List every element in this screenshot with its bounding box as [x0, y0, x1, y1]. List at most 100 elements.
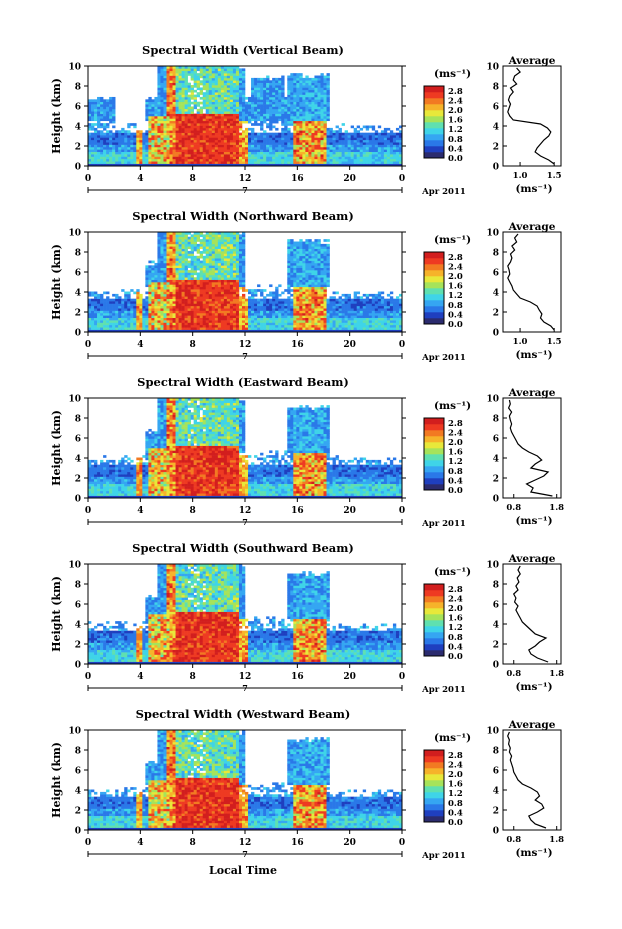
heatmap-cell — [166, 296, 170, 299]
heatmap-cell — [145, 310, 149, 314]
heatmap-cell — [211, 312, 216, 316]
heatmap-cell — [389, 161, 394, 164]
heatmap-cell — [130, 312, 134, 316]
heatmap-cell — [187, 68, 191, 72]
heatmap-cell — [287, 89, 291, 93]
heatmap-cell — [217, 255, 222, 259]
heatmap-cell — [205, 135, 210, 138]
heatmap-cell — [220, 243, 225, 247]
heatmap-cell — [305, 125, 309, 129]
heatmap-cell — [353, 161, 358, 164]
heatmap-cell — [109, 137, 113, 141]
heatmap-cell — [169, 99, 173, 103]
heatmap-cell — [145, 130, 149, 133]
heatmap-cell — [214, 158, 219, 162]
heatmap-cell — [287, 111, 291, 114]
heatmap-cell — [196, 161, 201, 164]
heatmap-cell — [184, 301, 188, 304]
heatmap-cell — [154, 130, 158, 133]
heatmap-cell — [184, 104, 188, 107]
heatmap-cell — [169, 89, 173, 93]
heatmap-cell — [281, 127, 285, 131]
heatmap-cell — [148, 303, 152, 307]
heatmap-cell — [205, 329, 210, 333]
heatmap-cell — [214, 291, 219, 295]
heatmap-cell — [217, 149, 222, 153]
heatmap-cell — [311, 113, 315, 117]
heatmap-cell — [278, 298, 282, 302]
heatmap-cell — [211, 255, 216, 259]
heatmap-cell — [172, 284, 176, 288]
heatmap-cell — [254, 111, 258, 114]
heatmap-cell — [320, 108, 324, 112]
heatmap-cell — [166, 158, 170, 162]
heatmap-cell — [205, 144, 210, 148]
heatmap-cell — [362, 151, 367, 155]
heatmap-cell — [214, 234, 219, 238]
colorbar-swatch — [424, 116, 444, 123]
heatmap-cell — [214, 241, 219, 245]
heatmap-cell — [157, 279, 161, 283]
heatmap-cell — [290, 96, 294, 100]
heatmap-cell — [214, 92, 219, 95]
heatmap-cell — [208, 324, 213, 328]
heatmap-cell — [151, 270, 155, 273]
average-profile-line — [507, 67, 555, 165]
heatmap-cell — [281, 298, 285, 302]
heatmap-cell — [88, 312, 92, 316]
heatmap-cell — [202, 291, 207, 295]
heatmap-cell — [178, 123, 182, 126]
heatmap-cell — [302, 139, 306, 143]
heatmap-cell — [332, 161, 336, 164]
heatmap-cell — [248, 106, 252, 110]
heatmap-cell — [232, 286, 237, 290]
heatmap-cell — [211, 104, 216, 107]
heatmap-cell — [163, 130, 167, 133]
heatmap-cell — [269, 161, 273, 164]
heatmap-cell — [326, 132, 330, 136]
heatmap-cell — [232, 118, 237, 122]
heatmap-cell — [181, 258, 185, 261]
heatmap-cell — [241, 137, 246, 141]
heatmap-cell — [263, 104, 267, 107]
heatmap-cell — [398, 142, 403, 145]
heatmap-cell — [260, 327, 264, 330]
heatmap-cell — [127, 310, 131, 314]
heatmap-cell — [163, 116, 167, 119]
heatmap-cell — [124, 156, 128, 160]
heatmap-cell — [377, 149, 382, 153]
heatmap-cell — [278, 132, 282, 136]
heatmap-cell — [154, 282, 158, 285]
heatmap-cell — [136, 146, 140, 150]
heatmap-cell — [208, 94, 213, 98]
heatmap-cell — [290, 163, 294, 167]
heatmap-cell — [187, 253, 191, 257]
heatmap-cell — [154, 132, 158, 136]
heatmap-cell — [368, 158, 373, 162]
heatmap-cell — [299, 120, 303, 124]
heatmap-cell — [217, 286, 222, 290]
heatmap-cell — [157, 272, 161, 276]
heatmap-cell — [196, 144, 201, 148]
heatmap-cell — [121, 142, 125, 145]
heatmap-cell — [166, 66, 170, 69]
heatmap-cell — [181, 66, 185, 69]
heatmap-cell — [208, 66, 213, 69]
heatmap-cell — [160, 239, 164, 242]
heatmap-cell — [281, 85, 285, 88]
heatmap-cell — [196, 298, 201, 302]
heatmap-cell — [245, 154, 249, 157]
heatmap-cell — [305, 101, 309, 105]
heatmap-cell — [88, 113, 92, 117]
heatmap-cell — [235, 66, 240, 69]
heatmap-cell — [103, 317, 107, 321]
heatmap-cell — [157, 293, 161, 297]
heatmap-cell — [178, 151, 182, 155]
heatmap-cell — [232, 156, 237, 160]
heatmap-cell — [148, 161, 152, 164]
heatmap-cell — [299, 99, 303, 103]
heatmap-cell — [184, 149, 188, 153]
heatmap-cell — [338, 149, 342, 153]
heatmap-cell — [235, 87, 240, 91]
heatmap-cell — [160, 232, 164, 235]
